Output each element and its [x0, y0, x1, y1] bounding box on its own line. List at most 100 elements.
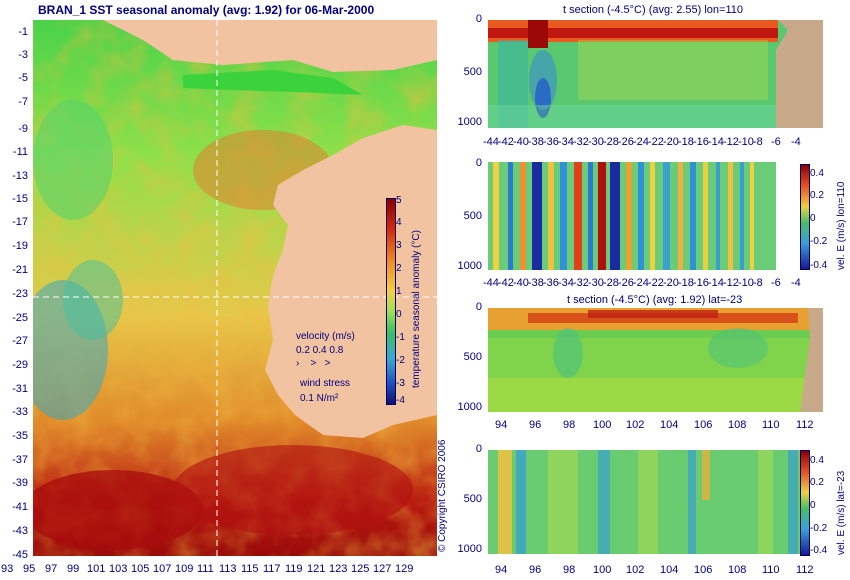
x-tick: -32 — [573, 136, 589, 148]
colorbar-tick: 2 — [396, 263, 402, 274]
panel-4-colorbar — [800, 450, 810, 556]
panel-4-cbticks: 0.4 0.2 0 -0.2 -0.4 — [810, 455, 834, 559]
lon-tick: 117 — [263, 563, 281, 575]
lon-tick: 113 — [219, 563, 237, 575]
lon-tick: 107 — [153, 563, 172, 575]
x-tick: 106 — [694, 564, 713, 576]
panel-1-title: t section (-4.5°C) (avg: 2.55) lon=110 — [563, 4, 743, 16]
cb-tick: -0.4 — [810, 545, 828, 556]
x-tick: -14 — [708, 277, 724, 289]
lat-tick: -29 — [12, 359, 28, 371]
velocity-scale: 0.2 0.4 0.8 — [296, 345, 344, 356]
x-tick: -12 — [723, 277, 739, 289]
y-tick: 1000 — [457, 543, 482, 555]
cb-tick: -0.4 — [810, 260, 828, 271]
cb-tick: 0.4 — [810, 455, 824, 466]
lat-tick: -39 — [12, 477, 28, 489]
panel-2-xticks: -44 -42 -40 -38 -36 -34 -32 -30 -28 -26 … — [483, 278, 823, 290]
panel-2-cb-label: vel. E (m/s) lon=110 — [836, 181, 847, 270]
x-tick: -44 — [483, 136, 499, 148]
y-tick: 0 — [475, 157, 482, 169]
cb-tick: 0.4 — [810, 168, 824, 179]
x-tick: 94 — [495, 564, 508, 576]
x-tick: -16 — [693, 136, 709, 148]
x-tick: -4 — [791, 136, 801, 148]
panel-3-yticks: 0 500 1000 — [454, 302, 484, 422]
lat-tick: -5 — [18, 72, 28, 84]
panel-4-cb-label: vel. E (m/s) lat=-23 — [836, 470, 847, 555]
x-tick: -42 — [498, 277, 514, 289]
lon-tick: 123 — [329, 563, 348, 575]
lat-tick: -19 — [12, 240, 28, 252]
x-tick: 100 — [593, 419, 612, 431]
panel-2-yticks: 0 500 1000 — [454, 158, 484, 278]
panel-2-canvas — [488, 162, 776, 270]
x-tick: 110 — [762, 564, 780, 576]
lat-tick: -17 — [12, 216, 28, 228]
x-tick: 112 — [796, 564, 814, 576]
lat-tick: -35 — [12, 430, 28, 442]
x-tick: -10 — [738, 277, 754, 289]
panel-2-colorbar — [800, 164, 810, 270]
wind-legend: wind stress 0.1 N/m² — [300, 378, 370, 404]
lat-tick: -1 — [18, 26, 28, 38]
panel-3-title: t section (-4.5°C) (avg: 1.92) lat=-23 — [567, 294, 743, 306]
x-tick: 110 — [762, 419, 780, 431]
lat-tick: -25 — [12, 312, 28, 324]
x-tick: 102 — [626, 564, 645, 576]
panel-4-yticks: 0 500 1000 — [454, 444, 484, 564]
cb-tick: -0.2 — [810, 523, 828, 534]
lat-tick: -45 — [12, 549, 28, 561]
x-tick: -36 — [543, 277, 559, 289]
lat-tick: -43 — [12, 525, 28, 537]
lon-tick: 99 — [67, 563, 80, 575]
x-tick: -8 — [753, 136, 763, 148]
lat-tick: -37 — [12, 454, 28, 466]
panel-4-xticks: 94 96 98 100 102 104 106 108 110 112 — [495, 565, 825, 577]
x-tick: 104 — [660, 564, 679, 576]
velocity-section-lat-23[interactable] — [488, 450, 823, 554]
temperature-section-lat-23[interactable] — [488, 308, 823, 412]
lat-tick: -41 — [12, 501, 28, 513]
sst-anomaly-map[interactable] — [33, 20, 437, 556]
x-tick: -20 — [663, 277, 679, 289]
x-tick: -32 — [573, 277, 589, 289]
x-tick: -12 — [723, 136, 739, 148]
lat-tick: -31 — [12, 383, 28, 395]
copyright-notice: © Copyright CSIRO 2006 — [437, 439, 448, 552]
lon-tick: 105 — [131, 563, 150, 575]
cb-tick: 0.2 — [810, 477, 824, 488]
x-tick: -10 — [738, 136, 754, 148]
lon-tick: 119 — [285, 563, 303, 575]
temperature-section-lon110[interactable] — [488, 20, 823, 128]
x-tick: -26 — [618, 277, 634, 289]
wind-scale: 0.1 N/m² — [300, 393, 339, 404]
panel-1-canvas — [488, 20, 823, 128]
sst-colorbar — [386, 198, 396, 405]
x-tick: -28 — [603, 277, 619, 289]
cb-tick: 0 — [810, 500, 816, 511]
x-tick: 98 — [563, 564, 576, 576]
lon-tick: 93 — [1, 563, 14, 575]
y-tick: 1000 — [457, 260, 482, 272]
x-tick: 102 — [626, 419, 645, 431]
velocity-section-lon110[interactable] — [488, 162, 776, 270]
colorbar-tick: -3 — [396, 378, 405, 389]
lat-tick: -9 — [18, 123, 28, 135]
cb-tick: -0.2 — [810, 236, 828, 247]
lon-tick: 121 — [307, 563, 326, 575]
x-tick: -44 — [483, 277, 499, 289]
y-tick: 500 — [463, 351, 482, 363]
x-tick: -14 — [708, 136, 724, 148]
lat-tick: -11 — [12, 146, 28, 158]
lon-tick-labels: 93 95 97 99 101 103 105 107 109 111 113 … — [0, 564, 440, 578]
lon-tick: 103 — [109, 563, 128, 575]
x-tick: 108 — [728, 419, 747, 431]
lat-tick: -21 — [12, 264, 28, 276]
x-tick: 112 — [796, 419, 814, 431]
y-tick: 0 — [475, 301, 482, 313]
lat-tick: -15 — [12, 193, 28, 205]
lon-tick: 115 — [241, 563, 259, 575]
x-tick: 94 — [495, 419, 508, 431]
lat-tick: -13 — [12, 170, 28, 182]
